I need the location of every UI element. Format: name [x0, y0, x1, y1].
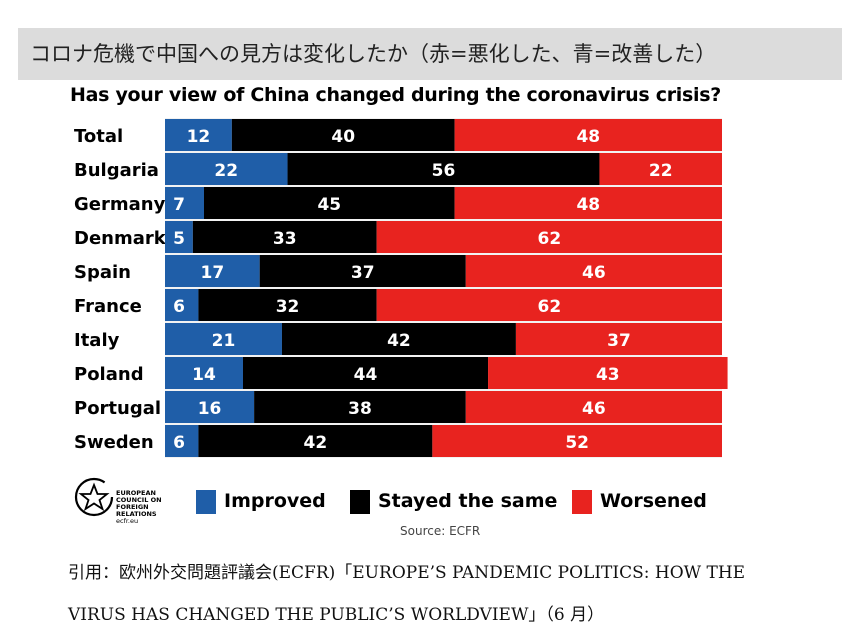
category-label: France [74, 296, 142, 317]
logo-url: ecfr.eu [116, 517, 139, 525]
category-label: Sweden [74, 432, 154, 453]
category-label: Portugal [74, 398, 161, 419]
bar-segment-worsened [376, 221, 722, 253]
bar-segment-improved [165, 255, 260, 287]
data-label: 22 [214, 161, 238, 181]
data-label: 12 [187, 127, 211, 147]
data-label: 22 [649, 161, 673, 181]
category-label: Total [74, 126, 123, 147]
logo-ring-icon [74, 477, 114, 517]
bar-segment-same [254, 391, 466, 423]
data-label: 21 [212, 331, 236, 351]
legend-swatch-improved [196, 490, 216, 514]
category-label: Germany [74, 194, 166, 215]
legend-label-same: Stayed the same [378, 490, 558, 512]
data-label: 42 [387, 331, 411, 351]
bar-segment-same [281, 323, 516, 355]
logo-org-name: EUROPEAN COUNCIL ON FOREIGN RELATIONS [116, 489, 162, 518]
bar-segment-worsened [465, 255, 722, 287]
legend-swatch-worsened [572, 490, 592, 514]
bar-segment-same [203, 187, 455, 219]
data-label: 56 [432, 161, 456, 181]
bar-segment-improved [165, 153, 288, 185]
logo-star-icon [78, 482, 110, 512]
bar-segment-improved [165, 357, 243, 389]
data-label: 40 [331, 127, 355, 147]
data-label: 48 [576, 127, 600, 147]
chart-source: Source: ECFR [400, 524, 481, 538]
data-label: 37 [607, 331, 631, 351]
header-band [18, 28, 842, 80]
bar-segment-worsened [432, 425, 722, 457]
bar-segment-improved [165, 187, 204, 219]
category-label: Italy [74, 330, 120, 351]
data-label: 62 [537, 297, 561, 317]
category-label: Bulgaria [74, 160, 159, 181]
data-label: 33 [273, 229, 297, 249]
ecfr-logo [74, 477, 114, 517]
data-label: 6 [173, 297, 185, 317]
data-label: 52 [565, 433, 589, 453]
legend-label-worsened: Worsened [600, 490, 707, 512]
bar-segment-improved [165, 289, 199, 321]
data-label: 7 [173, 195, 185, 215]
bar-segment-improved [165, 425, 199, 457]
data-label: 32 [276, 297, 300, 317]
data-label: 5 [173, 229, 185, 249]
bar-segment-improved [165, 119, 232, 151]
bar-segment-worsened [488, 357, 728, 389]
data-label: 37 [351, 263, 375, 283]
data-label: 42 [304, 433, 328, 453]
data-label: 46 [582, 399, 606, 419]
bar-segment-worsened [376, 289, 722, 321]
citation-line-2: VIRUS HAS CHANGED THE PUBLIC’S WORLDVIEW… [68, 605, 605, 625]
data-label: 45 [317, 195, 341, 215]
citation: 引用：欧州外交問題評議会(ECFR)「EUROPE’S PANDEMIC POL… [68, 552, 858, 636]
category-label: Spain [74, 262, 131, 283]
data-label: 46 [582, 263, 606, 283]
data-label: 62 [537, 229, 561, 249]
data-label: 38 [348, 399, 372, 419]
bar-segment-worsened [515, 323, 722, 355]
bar-segment-same [198, 425, 433, 457]
logo-text-block: EUROPEAN COUNCIL ON FOREIGN RELATIONS ec… [116, 490, 186, 525]
citation-line-1: 引用：欧州外交問題評議会(ECFR)「EUROPE’S PANDEMIC POL… [68, 563, 746, 583]
bar-segment-improved [165, 323, 282, 355]
legend-label-improved: Improved [224, 490, 326, 512]
header-title: コロナ危機で中国への見方は変化したか（赤=悪化した、青=改善した） [30, 42, 717, 66]
bar-segment-improved [165, 221, 193, 253]
bar-segment-worsened [599, 153, 722, 185]
bar-segment-improved [165, 391, 255, 423]
category-label: Poland [74, 364, 144, 385]
bar-segment-same [259, 255, 466, 287]
data-label: 48 [576, 195, 600, 215]
chart-title: Has your view of China changed during th… [70, 84, 721, 106]
bar-segment-same [192, 221, 377, 253]
bar-segment-same [242, 357, 489, 389]
bar-segment-same [231, 119, 455, 151]
data-label: 17 [201, 263, 225, 283]
data-label: 14 [192, 365, 216, 385]
data-label: 44 [354, 365, 378, 385]
bar-segment-worsened [465, 391, 722, 423]
bar-segment-same [287, 153, 600, 185]
bar-segment-worsened [454, 119, 722, 151]
bar-segment-worsened [454, 187, 722, 219]
data-label: 6 [173, 433, 185, 453]
category-label: Denmark [74, 228, 167, 249]
data-label: 43 [596, 365, 620, 385]
bar-segment-same [198, 289, 377, 321]
legend-swatch-same [350, 490, 370, 514]
data-label: 16 [198, 399, 222, 419]
